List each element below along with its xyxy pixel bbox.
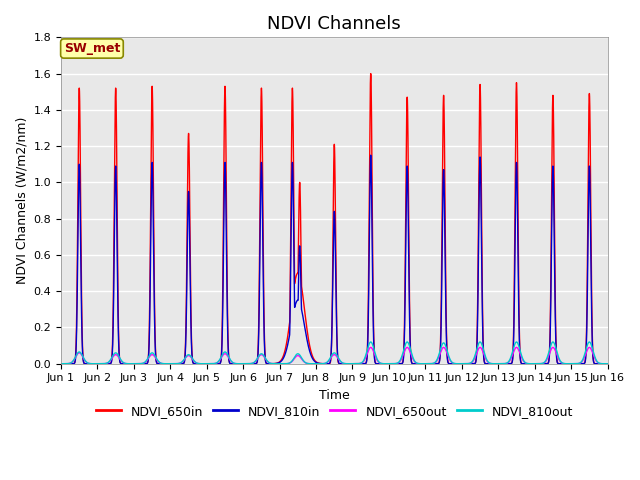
NDVI_810out — [262, 356, 269, 361]
NDVI_810out — [488, 360, 495, 366]
NDVI_650in — [410, 361, 417, 367]
NDVI_810in — [367, 152, 374, 158]
NDVI_650in — [367, 71, 374, 76]
NDVI_810out — [168, 361, 176, 367]
Line: NDVI_650out: NDVI_650out — [61, 348, 607, 364]
NDVI_810out — [57, 361, 65, 367]
NDVI_650out — [262, 356, 269, 362]
NDVI_650out — [410, 358, 417, 363]
Legend: NDVI_650in, NDVI_810in, NDVI_650out, NDVI_810out: NDVI_650in, NDVI_810in, NDVI_650out, NDV… — [90, 400, 578, 423]
Line: NDVI_810in: NDVI_810in — [61, 155, 607, 364]
NDVI_650out — [174, 361, 182, 367]
Title: NDVI Channels: NDVI Channels — [268, 15, 401, 33]
NDVI_810out — [410, 357, 417, 362]
NDVI_650out — [168, 361, 176, 367]
NDVI_650in — [174, 361, 182, 367]
Line: NDVI_810out: NDVI_810out — [61, 342, 607, 364]
NDVI_810in — [174, 361, 182, 367]
NDVI_650in — [262, 358, 269, 363]
NDVI_650in — [602, 361, 609, 367]
NDVI_650in — [168, 361, 176, 367]
NDVI_810in — [410, 361, 417, 367]
NDVI_650in — [604, 361, 611, 367]
NDVI_650out — [166, 361, 174, 367]
Y-axis label: NDVI Channels (W/m2/nm): NDVI Channels (W/m2/nm) — [15, 117, 28, 284]
NDVI_810out — [174, 361, 182, 367]
NDVI_650in — [57, 361, 65, 367]
Text: SW_met: SW_met — [64, 42, 120, 55]
NDVI_810out — [602, 361, 609, 367]
NDVI_810in — [422, 361, 429, 367]
NDVI_810in — [602, 361, 609, 367]
NDVI_650out — [604, 361, 611, 367]
NDVI_810in — [168, 361, 176, 367]
NDVI_810in — [57, 361, 65, 367]
NDVI_650out — [602, 361, 609, 367]
NDVI_810out — [604, 361, 611, 367]
NDVI_650out — [57, 361, 65, 367]
NDVI_650out — [488, 360, 495, 366]
NDVI_810in — [604, 361, 611, 367]
NDVI_650in — [422, 361, 429, 367]
NDVI_810in — [262, 359, 269, 364]
NDVI_810out — [276, 361, 284, 367]
Line: NDVI_650in: NDVI_650in — [61, 73, 607, 364]
NDVI_650in — [488, 361, 495, 367]
NDVI_650out — [367, 345, 374, 350]
NDVI_810out — [367, 339, 374, 345]
NDVI_810in — [488, 361, 495, 367]
X-axis label: Time: Time — [319, 389, 349, 402]
